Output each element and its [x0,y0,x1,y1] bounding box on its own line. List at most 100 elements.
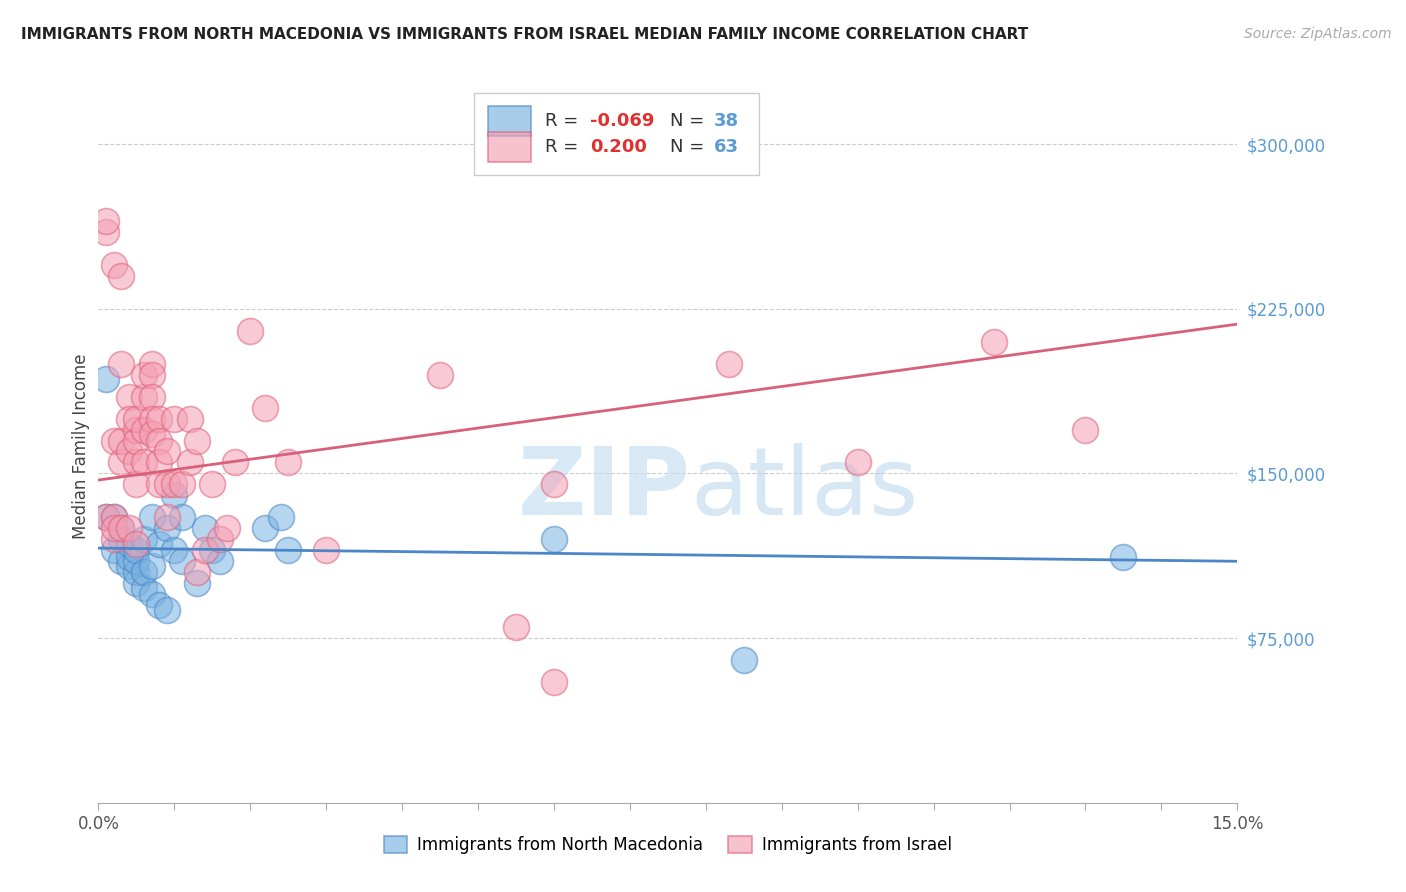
Point [163,477,186,491]
Point [208,554,231,568]
Text: N =: N = [671,112,710,129]
Text: IMMIGRANTS FROM NORTH MACEDONIA VS IMMIGRANTS FROM ISRAEL MEDIAN FAMILY INCOME C: IMMIGRANTS FROM NORTH MACEDONIA VS IMMIG… [21,27,1028,42]
Point [125,554,148,568]
Text: 63: 63 [713,138,738,156]
Point [201,477,224,491]
Point [141,558,163,573]
Point [110,521,132,535]
Point [315,543,337,558]
Point [148,455,170,469]
Point [132,581,155,595]
Point [179,455,201,469]
Text: 38: 38 [713,112,738,129]
Point [141,357,163,371]
Point [733,653,755,667]
Point [194,521,217,535]
Point [141,368,163,382]
Point [156,510,179,524]
Point [132,566,155,580]
Point [543,675,565,690]
Point [186,434,208,448]
Point [125,537,148,551]
Point [717,357,740,371]
Point [1112,549,1135,564]
Point [1074,423,1097,437]
Point [148,537,170,551]
Point [148,598,170,612]
Point [156,521,179,535]
Point [846,455,869,469]
Point [239,324,262,338]
Point [148,477,170,491]
Bar [488,132,531,162]
Point [118,521,141,535]
Point [179,411,201,425]
Point [118,411,141,425]
Point [254,401,277,415]
Point [132,368,155,382]
Point [132,423,155,437]
Point [118,537,141,551]
Point [429,368,451,382]
Point [125,566,148,580]
Text: N =: N = [671,138,710,156]
Point [125,477,148,491]
Point [170,477,193,491]
Point [110,455,132,469]
Point [132,390,155,404]
Point [156,444,179,458]
Point [217,521,239,535]
Text: R =: R = [546,138,589,156]
Point [103,543,125,558]
Point [125,434,148,448]
Point [194,543,217,558]
Point [141,411,163,425]
Legend: Immigrants from North Macedonia, Immigrants from Israel: Immigrants from North Macedonia, Immigra… [375,828,960,863]
Point [94,510,117,524]
Point [94,372,117,386]
Bar [488,105,531,136]
Point [125,543,148,558]
Point [103,510,125,524]
Text: atlas: atlas [690,442,920,535]
Point [110,434,132,448]
Text: -0.069: -0.069 [591,112,655,129]
Point [186,566,208,580]
Point [110,554,132,568]
Text: R =: R = [546,112,583,129]
Point [103,521,125,535]
Point [141,510,163,524]
Point [125,423,148,437]
Point [163,488,186,502]
Point [163,543,186,558]
Point [118,390,141,404]
Point [208,533,231,547]
Point [94,510,117,524]
Point [170,510,193,524]
Point [118,549,141,564]
Point [141,587,163,601]
Point [201,543,224,558]
Point [118,558,141,573]
Point [125,455,148,469]
Point [983,334,1005,349]
Point [170,554,193,568]
Point [141,390,163,404]
Text: 0.200: 0.200 [591,138,647,156]
FancyBboxPatch shape [474,93,759,175]
Point [110,268,132,283]
Point [186,576,208,591]
Point [270,510,292,524]
Point [94,214,117,228]
Point [125,411,148,425]
Point [103,258,125,272]
Point [277,455,299,469]
Point [125,576,148,591]
Point [103,510,125,524]
Point [156,602,179,616]
Point [103,533,125,547]
Point [132,455,155,469]
Text: Source: ZipAtlas.com: Source: ZipAtlas.com [1244,27,1392,41]
Point [543,533,565,547]
Point [277,543,299,558]
